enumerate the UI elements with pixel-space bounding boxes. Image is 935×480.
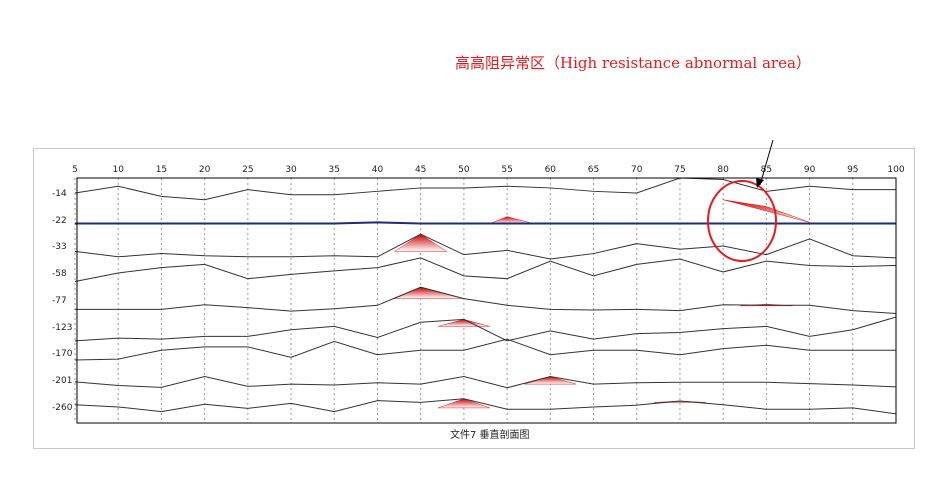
y-tick-label: -201 (52, 376, 72, 386)
profile-line (74, 316, 897, 342)
x-tick-label: 25 (242, 165, 253, 175)
x-tick-label: 5 (72, 165, 78, 175)
anomaly-region (437, 398, 490, 409)
chart-caption: 文件7 垂直剖面图 (450, 430, 530, 441)
x-tick-label: 50 (458, 165, 470, 175)
y-tick-label: -123 (52, 323, 72, 333)
y-tick-label: -58 (52, 269, 67, 279)
x-tick-label: 75 (674, 165, 685, 175)
y-tick-label: -14 (52, 189, 67, 199)
x-tick-label: 100 (887, 165, 904, 175)
y-tick-label: -77 (52, 296, 67, 306)
x-tick-label: 80 (717, 165, 729, 175)
x-tick-label: 85 (761, 165, 772, 175)
anomaly-region (437, 319, 490, 327)
y-tick-label: -22 (52, 216, 67, 226)
profile-line (74, 338, 896, 361)
pointer-arrow (759, 139, 774, 186)
anomaly-region (489, 216, 534, 224)
y-tick-label: -260 (52, 403, 73, 413)
x-tick-label: 95 (847, 165, 858, 175)
anomaly-region (524, 376, 577, 385)
profile-line (75, 286, 897, 314)
x-tick-label: 30 (285, 165, 297, 175)
anomaly-region (394, 286, 464, 299)
x-tick-label: 90 (804, 165, 816, 175)
profile-line (75, 221, 896, 225)
x-tick-label: 10 (112, 165, 124, 175)
x-tick-label: 35 (329, 165, 340, 175)
annotation-label: 高高阻异常区（High resistance abnormal area） (455, 54, 811, 72)
x-tick-label: 65 (588, 165, 599, 175)
anomaly-region (723, 199, 810, 223)
y-tick-label: -170 (52, 349, 73, 359)
x-tick-label: 60 (545, 165, 557, 175)
pointer-arrowhead (756, 178, 764, 188)
x-tick-label: 55 (501, 165, 512, 175)
plot-frame (76, 177, 897, 424)
x-tick-label: 40 (372, 165, 384, 175)
profile-line (74, 398, 897, 415)
profile-line (74, 177, 896, 201)
y-tick-label: -33 (52, 242, 67, 252)
anomaly-region (393, 233, 448, 252)
profile-line (74, 376, 897, 389)
profile-line (74, 233, 897, 260)
x-tick-label: 15 (156, 165, 167, 175)
anomaly-highlight-ellipse (707, 180, 777, 262)
x-tick-label: 70 (631, 165, 643, 175)
profile-line (74, 257, 897, 283)
x-tick-label: 20 (199, 165, 211, 175)
x-tick-label: 45 (415, 165, 426, 175)
